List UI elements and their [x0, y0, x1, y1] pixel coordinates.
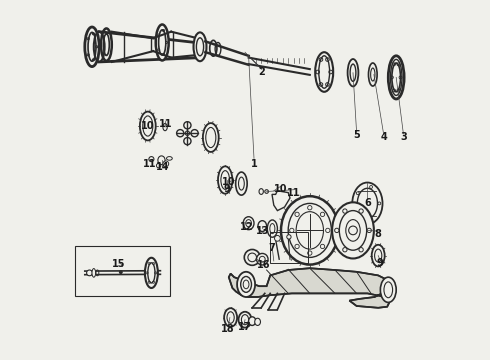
Circle shape [87, 270, 92, 276]
Ellipse shape [92, 269, 96, 277]
Circle shape [320, 212, 325, 216]
Ellipse shape [257, 253, 268, 265]
Ellipse shape [274, 235, 280, 241]
Circle shape [343, 248, 347, 252]
Text: 10: 10 [222, 177, 236, 187]
Circle shape [367, 228, 371, 233]
Ellipse shape [352, 183, 383, 224]
Ellipse shape [258, 221, 267, 231]
Text: 5: 5 [353, 130, 360, 140]
Circle shape [335, 228, 339, 233]
Ellipse shape [388, 56, 404, 99]
Ellipse shape [287, 235, 291, 239]
Text: 7: 7 [269, 243, 275, 253]
Text: 2: 2 [258, 67, 265, 77]
Circle shape [295, 212, 299, 216]
Text: 3: 3 [400, 132, 407, 142]
Text: 11: 11 [287, 188, 300, 198]
Text: 8: 8 [375, 229, 382, 239]
Text: 4: 4 [380, 132, 387, 142]
Ellipse shape [140, 112, 156, 140]
Circle shape [359, 248, 363, 252]
Text: 1: 1 [250, 159, 257, 169]
Polygon shape [229, 268, 391, 308]
Ellipse shape [268, 220, 277, 237]
Ellipse shape [368, 63, 377, 86]
Circle shape [290, 228, 294, 233]
Ellipse shape [380, 277, 396, 302]
Ellipse shape [315, 52, 333, 92]
Ellipse shape [194, 32, 206, 61]
Text: 12: 12 [240, 222, 253, 232]
Bar [75, 246, 171, 296]
Text: 10: 10 [274, 184, 288, 194]
Ellipse shape [239, 312, 251, 328]
Text: 9: 9 [377, 258, 383, 268]
Circle shape [308, 206, 312, 210]
Text: 10: 10 [141, 121, 154, 131]
Ellipse shape [245, 249, 260, 265]
Text: 11: 11 [143, 159, 156, 169]
Text: 6: 6 [364, 198, 371, 208]
Text: 9: 9 [223, 184, 230, 194]
Ellipse shape [332, 202, 374, 258]
Circle shape [359, 209, 363, 213]
Circle shape [320, 244, 325, 249]
Ellipse shape [372, 245, 385, 266]
Ellipse shape [255, 318, 261, 325]
Ellipse shape [236, 172, 247, 195]
Ellipse shape [218, 166, 232, 194]
Ellipse shape [281, 196, 339, 265]
Circle shape [308, 251, 312, 255]
Ellipse shape [203, 123, 219, 152]
Text: 13: 13 [255, 226, 269, 236]
Ellipse shape [237, 272, 255, 297]
Ellipse shape [248, 317, 256, 325]
Circle shape [326, 228, 330, 233]
Ellipse shape [347, 59, 358, 86]
Circle shape [343, 209, 347, 213]
Ellipse shape [156, 24, 169, 60]
Text: 18: 18 [221, 324, 235, 334]
Text: 17: 17 [238, 321, 251, 332]
Text: 15: 15 [112, 258, 126, 269]
Polygon shape [272, 191, 290, 211]
Ellipse shape [145, 258, 158, 288]
Circle shape [120, 271, 122, 274]
Ellipse shape [85, 27, 99, 67]
Ellipse shape [224, 308, 237, 327]
Text: 11: 11 [159, 119, 172, 129]
Bar [270, 232, 308, 263]
Ellipse shape [243, 217, 254, 230]
Circle shape [295, 244, 299, 249]
Text: 14: 14 [155, 162, 169, 172]
Ellipse shape [101, 28, 112, 61]
Text: 16: 16 [257, 260, 270, 270]
Circle shape [163, 161, 169, 167]
